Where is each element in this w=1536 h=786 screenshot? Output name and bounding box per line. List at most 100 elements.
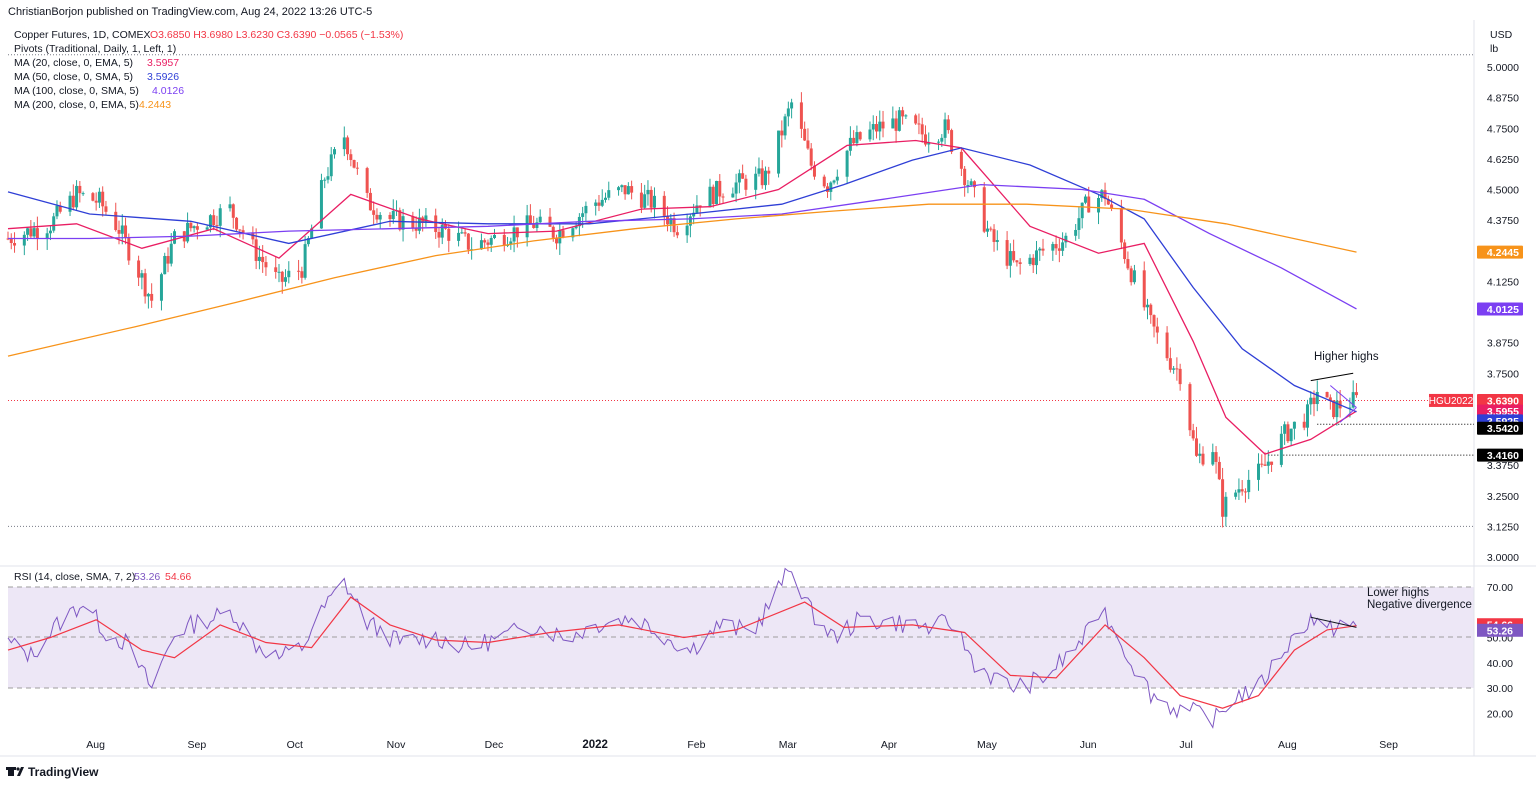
- candle-body: [528, 215, 532, 224]
- candle: [333, 146, 337, 159]
- candle: [483, 238, 487, 249]
- symbol-tag-text: HGU2022: [1429, 396, 1474, 407]
- candle-body: [55, 205, 59, 217]
- time-tick-label: Oct: [287, 739, 303, 751]
- candle-body: [195, 226, 199, 230]
- price-tick-label: 3.2500: [1487, 491, 1519, 503]
- candle-body: [1302, 421, 1306, 428]
- candle: [1034, 240, 1038, 275]
- candle: [1348, 397, 1352, 418]
- candle: [708, 178, 712, 208]
- price-tick-label: 3.7500: [1487, 368, 1519, 380]
- candle: [120, 214, 124, 245]
- candle-body: [117, 230, 121, 234]
- candle: [1152, 314, 1156, 338]
- price-tick-label: 3.8750: [1487, 338, 1519, 350]
- tradingview-logo[interactable]: TradingView: [6, 765, 99, 779]
- candle: [1083, 194, 1087, 205]
- candle-body: [218, 208, 222, 226]
- candle-body: [1260, 463, 1264, 465]
- candle-body: [414, 227, 418, 231]
- candle: [274, 256, 278, 279]
- candle: [835, 169, 839, 185]
- candle: [159, 272, 163, 311]
- candle-body: [137, 260, 141, 278]
- candle: [1005, 231, 1009, 270]
- candle: [434, 208, 438, 239]
- candle: [52, 212, 56, 233]
- legend-ma20-value: 3.5957: [147, 57, 179, 69]
- candle-body: [310, 228, 314, 239]
- candle: [972, 180, 976, 198]
- publisher-line: ChristianBorjon published on TradingView…: [8, 6, 372, 18]
- candle: [649, 186, 653, 213]
- candle-body: [786, 108, 790, 117]
- rsi-label: RSI (14, close, SMA, 7, 2): [14, 571, 135, 583]
- candle-body: [486, 242, 490, 245]
- candle-body: [186, 222, 190, 242]
- candle: [1074, 223, 1078, 241]
- candle-body: [639, 192, 643, 208]
- candle: [920, 117, 924, 143]
- candle: [799, 92, 803, 139]
- candle: [1194, 426, 1198, 457]
- price-tick-label: 4.5000: [1487, 185, 1519, 197]
- candle-body: [192, 226, 196, 229]
- candle: [264, 255, 268, 276]
- candle-body: [1198, 453, 1202, 456]
- candle-body: [1034, 250, 1038, 266]
- price-label-bg: [1477, 421, 1523, 435]
- candle-body: [754, 173, 758, 190]
- candle-body: [571, 228, 575, 238]
- candle: [881, 110, 885, 138]
- candle-body: [166, 256, 170, 264]
- candle-body: [874, 124, 878, 132]
- candle: [1224, 492, 1228, 527]
- candle-body: [71, 195, 75, 208]
- candle: [528, 204, 532, 224]
- candle: [626, 182, 630, 195]
- price-label: 3.5420: [1477, 421, 1523, 435]
- candle: [375, 208, 379, 223]
- candle: [1328, 394, 1332, 410]
- candle-body: [835, 176, 839, 181]
- candle-body: [904, 115, 908, 117]
- candle-body: [32, 228, 36, 237]
- candle: [323, 177, 327, 189]
- candle: [809, 143, 813, 171]
- candle: [868, 121, 872, 142]
- candle-body: [1292, 421, 1296, 429]
- candle: [1201, 446, 1205, 467]
- candle-body: [78, 185, 82, 194]
- time-tick-label: Jun: [1080, 739, 1097, 751]
- candle: [424, 207, 428, 227]
- candle: [1292, 421, 1296, 440]
- candle: [310, 224, 314, 239]
- candle-body: [163, 256, 167, 275]
- candle-body: [101, 191, 105, 207]
- candle-body: [417, 217, 421, 231]
- legend: Copper Futures, 1D, COMEX O3.6850 H3.698…: [14, 29, 403, 111]
- candle: [623, 185, 627, 200]
- candle-body: [447, 228, 451, 241]
- candle: [963, 165, 967, 197]
- price-label-bg: [1477, 393, 1523, 407]
- candle: [767, 166, 771, 185]
- candle: [1188, 382, 1192, 437]
- candle: [35, 216, 39, 251]
- candle-body: [715, 180, 719, 205]
- legend-ma200-label: MA (200, close, 0, EMA, 5): [14, 99, 139, 111]
- candle-body: [1061, 242, 1065, 251]
- time-axis[interactable]: Aug Sep Oct Nov Dec 2022 Feb Mar Apr May Jun Jul Aug…: [86, 739, 1398, 751]
- candle-body: [333, 149, 337, 155]
- time-tick-label: May: [977, 739, 998, 751]
- candle: [1214, 446, 1218, 474]
- candle-body: [502, 234, 506, 246]
- candle: [372, 201, 376, 226]
- currency-label: USD: [1490, 29, 1513, 41]
- candle-body: [799, 102, 803, 129]
- candle: [342, 126, 346, 157]
- price-axis[interactable]: USD lb 5.0000 4.8750 4.7500 4.6250 4.5000 4.3…: [1487, 29, 1519, 564]
- candle-body: [143, 273, 147, 297]
